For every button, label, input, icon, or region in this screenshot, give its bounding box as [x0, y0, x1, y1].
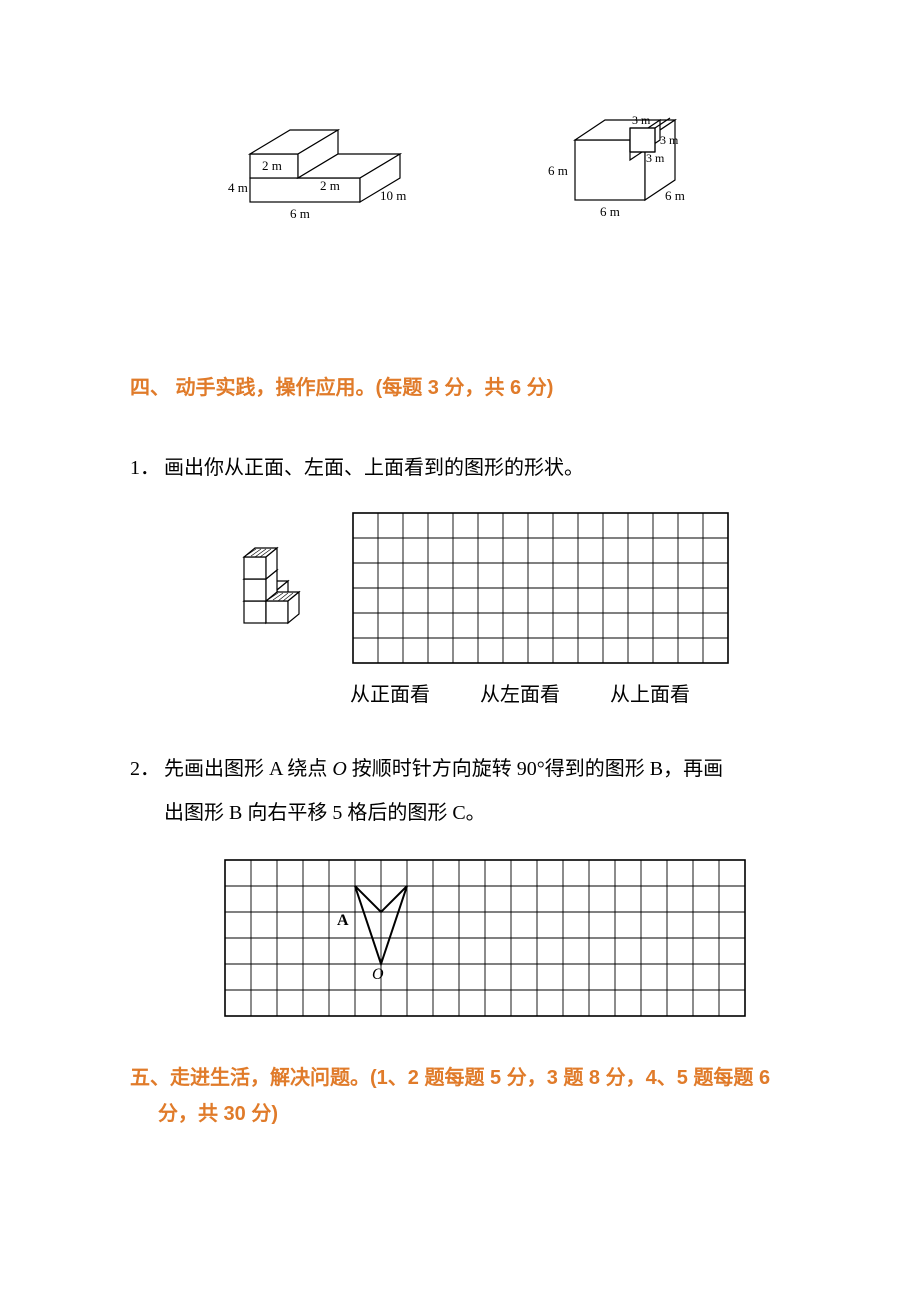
- q2-number: 2．: [130, 747, 164, 791]
- q1-number: 1．: [130, 446, 164, 490]
- label-10m: 10 m: [380, 188, 406, 203]
- label-left-view: 从左面看: [480, 678, 610, 707]
- view-labels-row: 从正面看 从左面看 从上面看: [350, 678, 790, 707]
- q2-line1b: 按顺时针方向旋转 90°得到的图形 B，再画: [347, 758, 723, 780]
- label-3m-c: 3 m: [646, 151, 665, 165]
- label-3m-b: 3 m: [660, 133, 679, 147]
- q2-line1a: 先画出图形 A 绕点: [164, 758, 332, 780]
- q2-line2: 出图形 B 向右平移 5 格后的图形 C。: [130, 791, 790, 835]
- q1-text: 画出你从正面、左面、上面看到的图形的形状。: [164, 457, 584, 479]
- views-answer-grid: [350, 510, 740, 670]
- question-4-1: 1．画出你从正面、左面、上面看到的图形的形状。: [130, 446, 790, 490]
- label-6m-right: 6 m: [665, 188, 685, 203]
- label-2m-b: 2 m: [320, 178, 340, 193]
- label-6m-bottom: 6 m: [600, 204, 620, 219]
- rotation-grid-wrap: A O: [220, 855, 790, 1030]
- cubes-isometric: [220, 535, 330, 645]
- label-2m-a: 2 m: [262, 158, 282, 173]
- rotation-grid: A O: [220, 855, 760, 1025]
- label-6m: 6 m: [290, 206, 310, 221]
- views-block: 从正面看 从左面看 从上面看: [220, 510, 790, 707]
- question-4-2: 2．先画出图形 A 绕点 O 按顺时针方向旋转 90°得到的图形 B，再画 出图…: [130, 747, 790, 835]
- volume-figures-row: 4 m 2 m 2 m 6 m 10 m: [130, 100, 790, 230]
- label-3m-a: 3 m: [632, 113, 651, 127]
- shape-label-o: O: [372, 966, 384, 983]
- label-front-view: 从正面看: [350, 678, 480, 707]
- right-solid-figure: 6 m 3 m 3 m 3 m 6 m 6 m: [540, 100, 710, 230]
- shape-label-a: A: [337, 912, 349, 929]
- section-4-heading: 四、 动手实践，操作应用。(每题 3 分，共 6 分): [130, 370, 790, 406]
- label-6m-left: 6 m: [548, 163, 568, 178]
- left-solid-figure: 4 m 2 m 2 m 6 m 10 m: [210, 100, 440, 230]
- label-top-view: 从上面看: [610, 678, 740, 707]
- q2-point-o: O: [332, 758, 346, 780]
- section-5-heading: 五、走进生活，解决问题。(1、2 题每题 5 分，3 题 8 分，4、5 题每题…: [130, 1060, 790, 1132]
- label-4m: 4 m: [228, 180, 248, 195]
